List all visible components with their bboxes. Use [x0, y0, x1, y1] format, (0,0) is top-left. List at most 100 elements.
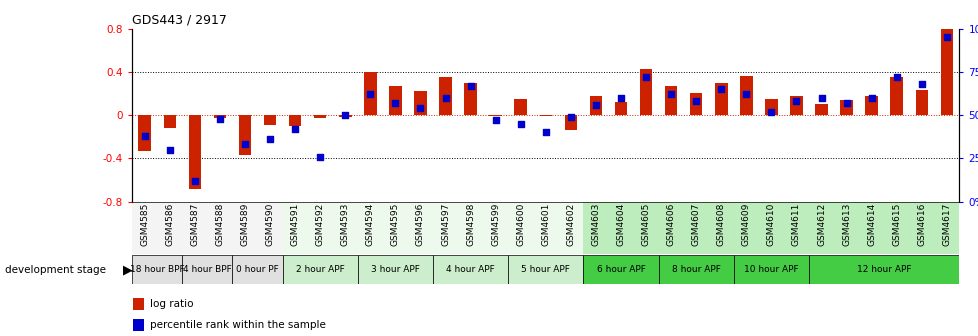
Text: GSM4598: GSM4598 — [466, 203, 474, 246]
Bar — [808, 255, 958, 284]
Text: GSM4616: GSM4616 — [916, 203, 925, 246]
Bar — [182, 202, 232, 254]
Text: GSM4589: GSM4589 — [241, 203, 249, 246]
Bar — [808, 202, 958, 254]
Text: GSM4614: GSM4614 — [867, 203, 875, 246]
Bar — [388, 86, 401, 115]
Point — [562, 114, 578, 120]
Bar — [133, 319, 144, 331]
Point — [412, 106, 427, 111]
Point — [312, 154, 328, 159]
Bar — [163, 115, 176, 128]
Text: GSM4603: GSM4603 — [591, 203, 600, 246]
Bar — [289, 115, 301, 126]
Point — [638, 74, 653, 80]
Point — [362, 92, 378, 97]
Bar — [583, 202, 658, 254]
Point — [537, 130, 553, 135]
Text: 0 hour PF: 0 hour PF — [236, 265, 279, 274]
Point — [737, 92, 753, 97]
Bar — [940, 18, 953, 115]
Bar — [614, 102, 627, 115]
Text: GSM4602: GSM4602 — [566, 203, 575, 246]
Text: GSM4586: GSM4586 — [165, 203, 174, 246]
Point — [487, 118, 503, 123]
Text: ▶: ▶ — [123, 264, 133, 277]
Text: GSM4599: GSM4599 — [491, 203, 500, 246]
Bar — [689, 93, 702, 115]
Text: GSM4606: GSM4606 — [666, 203, 675, 246]
Point — [888, 74, 904, 80]
Text: GSM4607: GSM4607 — [691, 203, 700, 246]
Point — [337, 112, 353, 118]
Bar — [508, 202, 583, 254]
Bar — [789, 96, 802, 115]
Bar — [508, 255, 583, 284]
Bar — [232, 202, 283, 254]
Text: GSM4610: GSM4610 — [766, 203, 776, 246]
Point — [713, 86, 729, 92]
Bar — [432, 202, 508, 254]
Bar — [734, 202, 808, 254]
Point — [437, 95, 453, 100]
Point — [187, 178, 202, 183]
Bar — [865, 96, 877, 115]
Text: GSM4587: GSM4587 — [190, 203, 200, 246]
Bar — [357, 202, 432, 254]
Bar — [765, 99, 777, 115]
Point — [838, 100, 854, 106]
Bar — [439, 77, 451, 115]
Bar — [263, 115, 276, 125]
Bar — [182, 255, 232, 284]
Point — [287, 126, 302, 132]
Text: 8 hour APF: 8 hour APF — [671, 265, 720, 274]
Point — [512, 121, 528, 126]
Text: GSM4588: GSM4588 — [215, 203, 224, 246]
Text: GSM4608: GSM4608 — [716, 203, 725, 246]
Text: GSM4609: GSM4609 — [741, 203, 750, 246]
Point — [688, 98, 703, 104]
Text: 2 hour APF: 2 hour APF — [295, 265, 344, 274]
Point — [813, 95, 828, 100]
Point — [913, 81, 929, 87]
Text: 3 hour APF: 3 hour APF — [371, 265, 420, 274]
Point — [663, 92, 679, 97]
Text: GSM4613: GSM4613 — [841, 203, 850, 246]
Text: GSM4617: GSM4617 — [942, 203, 951, 246]
Point — [788, 98, 804, 104]
Bar — [734, 255, 808, 284]
Bar — [132, 202, 182, 254]
Bar — [138, 115, 151, 151]
Point — [137, 133, 153, 138]
Bar — [464, 83, 476, 115]
Point — [612, 95, 628, 100]
Text: GSM4597: GSM4597 — [440, 203, 450, 246]
Bar — [314, 115, 326, 118]
Bar — [132, 255, 182, 284]
Bar — [664, 86, 677, 115]
Bar — [539, 115, 552, 116]
Text: GSM4605: GSM4605 — [641, 203, 650, 246]
Point — [237, 142, 252, 147]
Bar — [414, 91, 426, 115]
Text: development stage: development stage — [5, 265, 106, 275]
Text: 5 hour APF: 5 hour APF — [521, 265, 569, 274]
Bar — [283, 202, 357, 254]
Text: 6 hour APF: 6 hour APF — [596, 265, 645, 274]
Bar — [914, 90, 927, 115]
Text: 4 hour APF: 4 hour APF — [446, 265, 495, 274]
Text: GSM4594: GSM4594 — [366, 203, 375, 246]
Bar — [357, 255, 432, 284]
Text: 4 hour BPF: 4 hour BPF — [183, 265, 232, 274]
Bar — [815, 104, 827, 115]
Bar — [839, 100, 852, 115]
Text: GSM4595: GSM4595 — [390, 203, 399, 246]
Text: 10 hour APF: 10 hour APF — [743, 265, 798, 274]
Text: GSM4590: GSM4590 — [265, 203, 274, 246]
Text: GSM4596: GSM4596 — [416, 203, 424, 246]
Text: GSM4601: GSM4601 — [541, 203, 550, 246]
Text: GSM4600: GSM4600 — [515, 203, 524, 246]
Bar — [714, 83, 727, 115]
Text: 12 hour APF: 12 hour APF — [856, 265, 911, 274]
Point — [387, 100, 403, 106]
